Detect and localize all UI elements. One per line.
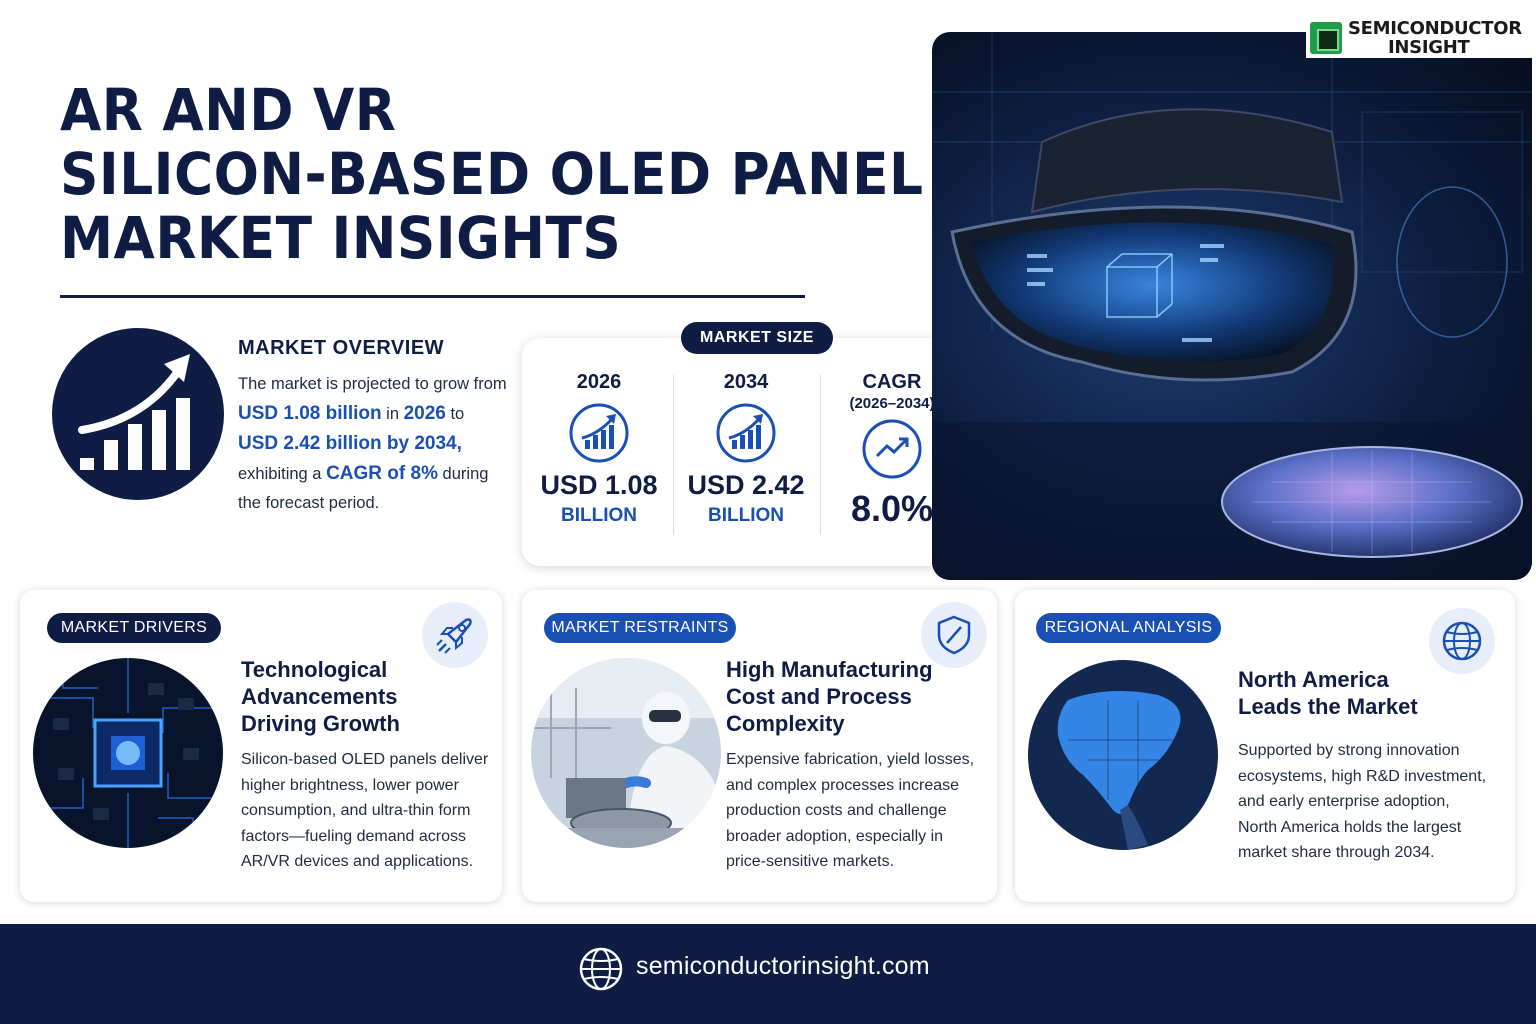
overview-text-4: , — [456, 433, 462, 454]
drivers-title: Technological Advancements Driving Growt… — [241, 656, 521, 737]
drivers-body-line: Silicon-based OLED panels deliver — [241, 751, 489, 768]
year-2026: 2026 — [576, 371, 622, 393]
restraints-title-line: Cost and Process — [726, 684, 912, 709]
restraints-title: High Manufacturing Cost and Process Comp… — [726, 656, 1006, 737]
restraints-body-line: and complex processes increase — [726, 776, 960, 794]
title-line-1: AR AND VR — [60, 76, 397, 144]
market-drivers-card: MARKET DRIVERS — [20, 590, 502, 902]
market-restraints-card: MARKET RESTRAINTS High Manufacturing Cos… — [522, 590, 997, 902]
divider — [673, 375, 674, 535]
regional-body-line: Supported by strong innovation — [1238, 742, 1460, 759]
cagr-value: 8.0% — [850, 488, 934, 529]
shield-icon — [921, 602, 987, 668]
overview-hl-cagr: CAGR of 8% — [326, 463, 438, 484]
growth-chart-icon — [52, 328, 224, 500]
overview-text-3: to — [445, 405, 465, 423]
regional-title-line: Leads the Market — [1238, 694, 1418, 719]
regional-analysis-card: REGIONAL ANALYSIS North America Leads th… — [1015, 590, 1515, 902]
drivers-body-line: consumption, and ultra-thin form — [241, 802, 471, 819]
overview-heading: MARKET OVERVIEW — [238, 337, 445, 359]
market-size-label: MARKET SIZE — [681, 322, 833, 354]
cleanroom-technician-image — [531, 658, 721, 848]
trend-up-icon — [862, 419, 922, 479]
restraints-title-line: Complexity — [726, 711, 845, 736]
vr-headset-hero-image — [932, 32, 1532, 580]
regional-body: Supported by strong innovation ecosystem… — [1238, 738, 1508, 866]
regional-body-line: ecosystems, high R&D investment, — [1238, 767, 1487, 785]
footer-globe-icon — [578, 946, 624, 992]
globe-icon — [1429, 608, 1495, 674]
unit-2026: BILLION — [561, 505, 637, 526]
drivers-title-line: Driving Growth — [241, 711, 400, 736]
market-drivers-label: MARKET DRIVERS — [47, 613, 221, 643]
year-2034: 2034 — [723, 371, 769, 393]
title-line-3: MARKET INSIGHTS — [60, 204, 622, 272]
overview-text-5: exhibiting a — [238, 465, 327, 483]
cagr-period: (2026–2034) — [849, 395, 935, 412]
overview-text-6: during — [437, 465, 489, 483]
drivers-body-line: higher brightness, lower power — [241, 776, 459, 794]
regional-analysis-label: REGIONAL ANALYSIS — [1036, 613, 1221, 643]
restraints-body-line: Expensive fabrication, yield losses, — [726, 751, 975, 768]
semiconductor-insight-logo: SEMICONDUCTOR INSIGHT — [1306, 18, 1534, 58]
regional-body-line: North America holds the largest — [1238, 818, 1462, 836]
title-divider — [60, 295, 805, 298]
divider — [820, 375, 821, 535]
growth-circle-icon — [569, 403, 629, 463]
footer-bar — [0, 924, 1536, 1024]
drivers-title-line: Technological — [241, 657, 388, 682]
drivers-title-line: Advancements — [241, 684, 398, 709]
overview-text-2: in — [381, 405, 404, 423]
value-2034: USD 2.42 — [687, 470, 805, 500]
overview-text-1: The market is projected to grow from — [238, 375, 507, 393]
rocket-icon — [422, 602, 488, 668]
overview-hl-start-value: USD 1.08 billion — [238, 403, 382, 424]
overview-text-7: the forecast period. — [238, 494, 380, 512]
north-america-globe-image — [1028, 660, 1218, 850]
restraints-body-line: production costs and challenge — [726, 802, 947, 819]
restraints-body-line: price-sensitive markets. — [726, 853, 895, 870]
title-line-2: SILICON-BASED OLED PANEL — [60, 140, 924, 208]
restraints-body-line: broader adoption, especially in — [726, 827, 944, 845]
drivers-body-line: factors—fueling demand across — [241, 827, 466, 845]
market-restraints-label: MARKET RESTRAINTS — [544, 613, 736, 643]
drivers-body: Silicon-based OLED panels deliver higher… — [241, 747, 496, 875]
market-size-cagr: CAGR (2026–2034) 8.0% — [818, 370, 966, 530]
restraints-title-line: High Manufacturing — [726, 657, 933, 682]
regional-title-line: North America — [1238, 667, 1389, 692]
chip-logo-icon — [1310, 22, 1342, 54]
market-size-2026: 2026 USD 1.08 BILLION — [525, 370, 673, 527]
cagr-label: CAGR — [862, 371, 922, 393]
overview-text: The market is projected to grow from USD… — [238, 370, 523, 518]
restraints-body: Expensive fabrication, yield losses, and… — [726, 747, 991, 875]
unit-2034: BILLION — [708, 505, 784, 526]
circuit-chip-image — [33, 658, 223, 848]
overview-hl-end-value: USD 2.42 billion by 2034 — [238, 433, 457, 454]
overview-hl-start-year: 2026 — [403, 403, 446, 424]
regional-title: North America Leads the Market — [1238, 666, 1518, 720]
drivers-body-line: AR/VR devices and applications. — [241, 853, 474, 870]
market-size-2034: 2034 USD 2.42 BILLION — [672, 370, 820, 527]
regional-body-line: market share through 2034. — [1238, 844, 1435, 861]
regional-body-line: and early enterprise adoption, — [1238, 793, 1450, 810]
footer-website-link[interactable]: semiconductorinsight.com — [636, 952, 930, 980]
value-2026: USD 1.08 — [540, 470, 658, 500]
logo-text-1: SEMICONDUCTOR — [1348, 18, 1522, 39]
growth-circle-icon — [716, 403, 776, 463]
logo-text-2: INSIGHT — [1388, 37, 1470, 58]
page-title: AR AND VR SILICON-BASED OLED PANEL MARKE… — [60, 76, 924, 272]
